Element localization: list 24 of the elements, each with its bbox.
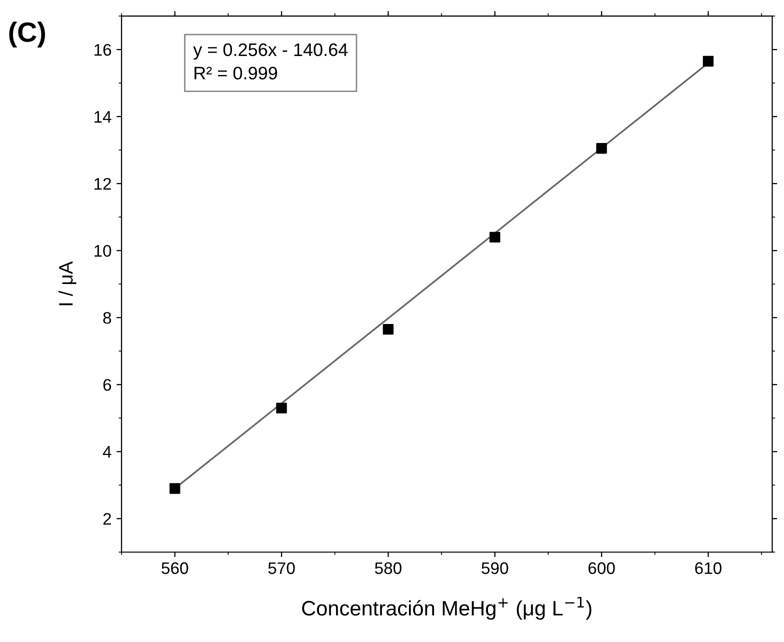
y-tick-label: 12 [94, 178, 111, 190]
text: (C) [9, 22, 46, 48]
x-tick-label: 580 [374, 562, 402, 574]
x-axis-title: Concentración MeHg$^{+}$ (μg L$^{−1}$) [302, 596, 592, 620]
point [276, 402, 287, 414]
y-tick-label: 8 [103, 312, 112, 324]
y-tick-label: 2 [103, 513, 111, 525]
x-tick-label: 560 [162, 562, 188, 574]
y-tick-label: 14 [94, 111, 112, 123]
annotation: y = 0.256x - 140.64 R² = 0.999 [193, 43, 348, 80]
y-tick-label: 6 [103, 379, 112, 391]
point [490, 232, 500, 243]
y-axis-title: I / μA [58, 261, 76, 306]
x-tick-label: 570 [268, 562, 295, 574]
x-tick-label: 590 [482, 562, 508, 574]
x-tick-label: 610 [695, 562, 722, 574]
point [596, 143, 607, 154]
point [702, 56, 714, 67]
point [382, 324, 394, 335]
point [170, 483, 180, 494]
y-tick-label: 16 [94, 44, 112, 56]
y-tick-label: 4 [102, 446, 112, 458]
x-tick-label: 600 [588, 562, 615, 574]
y-tick-label: 10 [94, 244, 112, 257]
